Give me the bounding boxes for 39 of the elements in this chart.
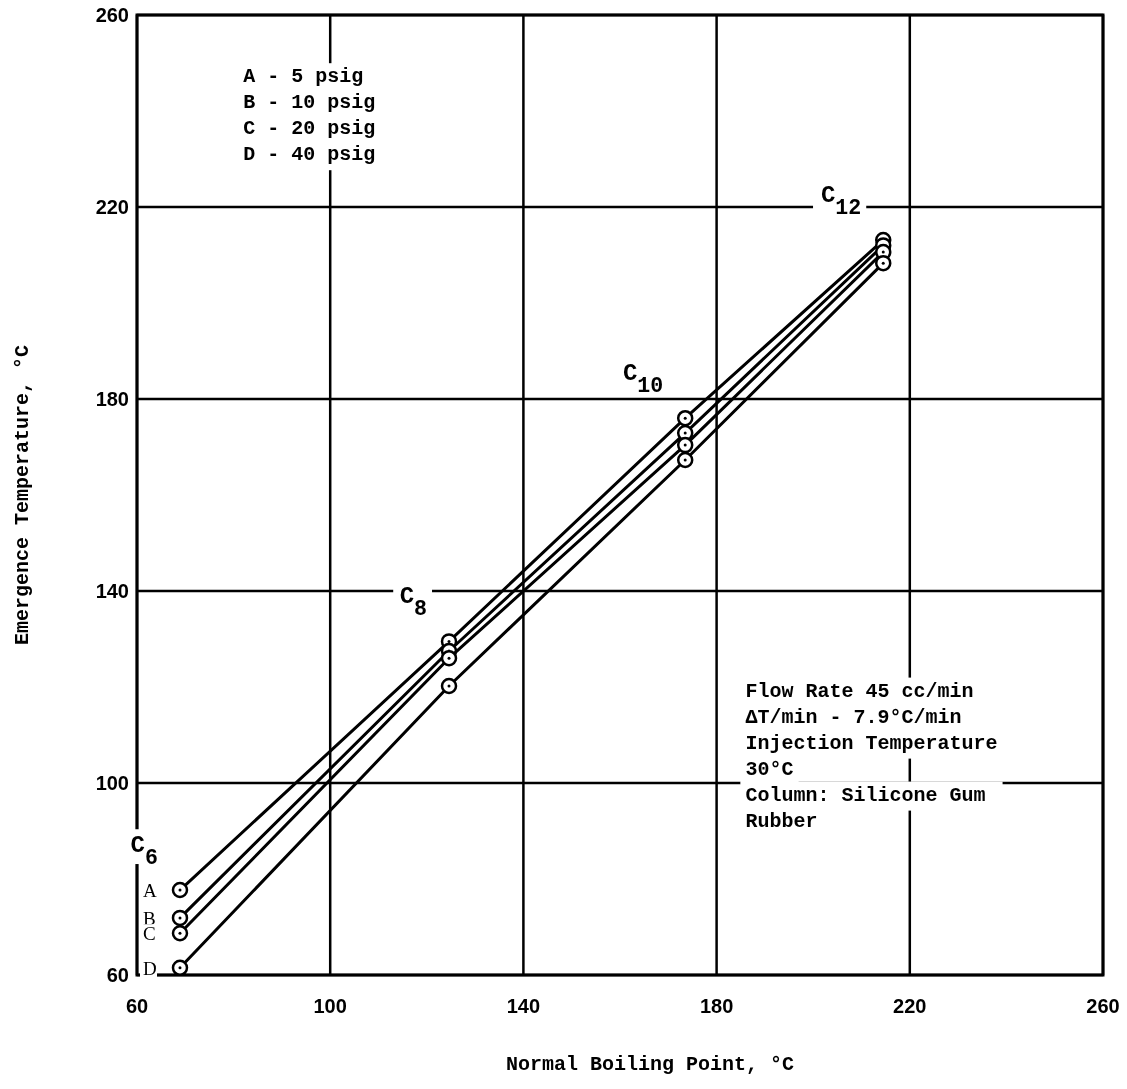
annotation: C$_{6}$ xyxy=(130,832,158,871)
x-tick-label: 60 xyxy=(125,995,149,1017)
annotation: Flow Rate 45 cc/min xyxy=(745,679,974,703)
y-tick-label: 220 xyxy=(95,196,129,218)
point xyxy=(676,436,694,454)
annotation: Column: Silicone Gum xyxy=(745,783,986,807)
point xyxy=(171,881,189,899)
x-tick-label: 100 xyxy=(313,995,347,1017)
x-tick-label: 180 xyxy=(699,995,734,1017)
x-tick-label: 140 xyxy=(506,995,541,1017)
y-tick-label: 100 xyxy=(95,772,129,794)
point xyxy=(171,924,189,942)
point xyxy=(676,409,694,427)
point xyxy=(171,909,189,927)
y-axis-title: Emergence Temperature, °C xyxy=(11,344,34,646)
annotation: C$_{12}$ xyxy=(820,182,862,221)
annotation: C - 20 psig xyxy=(243,117,376,141)
annotation: B - 10 psig xyxy=(243,91,376,115)
annotation: C$_{8}$ xyxy=(399,583,428,622)
series-label: A xyxy=(143,880,157,902)
annotation: D - 40 psig xyxy=(243,143,376,167)
point xyxy=(440,649,458,667)
x-tick-label: 220 xyxy=(893,995,927,1017)
annotation: Rubber xyxy=(745,809,818,833)
point xyxy=(676,451,694,469)
y-tick-label: 140 xyxy=(95,580,129,602)
series-label: D xyxy=(143,957,157,979)
point xyxy=(874,254,892,272)
annotation: 30°C xyxy=(745,757,794,781)
annotation: ΔT/min - 7.9°C/min xyxy=(745,705,962,729)
y-tick-label: 260 xyxy=(95,4,129,26)
x-axis-title: Normal Boiling Point, °C xyxy=(505,1053,795,1076)
y-tick-label: 60 xyxy=(106,964,129,986)
annotation: A - 5 psig xyxy=(243,65,364,89)
y-tick-label: 180 xyxy=(95,388,129,410)
annotation: C$_{10}$ xyxy=(622,360,664,399)
annotation: Injection Temperature xyxy=(745,731,998,755)
point xyxy=(440,677,458,695)
x-tick-label: 260 xyxy=(1086,995,1120,1017)
